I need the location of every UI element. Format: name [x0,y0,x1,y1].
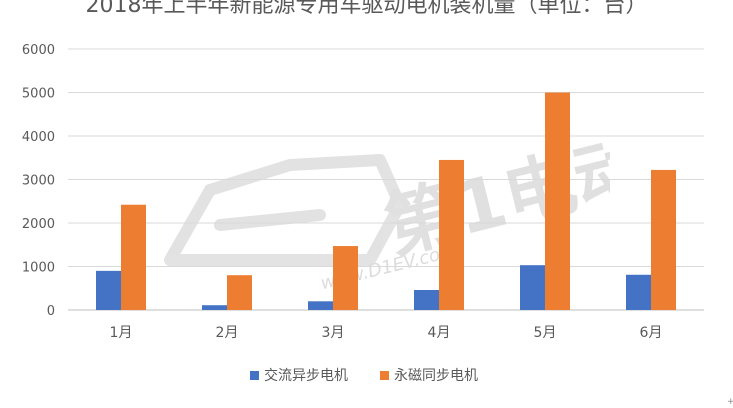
bar [651,169,676,310]
bar [545,92,570,310]
y-tick-label: 1000 [22,261,55,276]
bar [202,305,227,310]
y-tick-label: 4000 [22,130,55,145]
x-tick-label: 5月 [534,325,557,341]
bar [333,246,358,310]
watermark-logo: 第1电动 www.D1EV.com [164,123,610,294]
x-tick-label: 4月 [428,325,451,341]
x-tick-label: 1月 [110,325,133,341]
y-tick-label: 2000 [22,217,55,232]
y-tick-label: 3000 [22,174,55,189]
y-tick-label: 5000 [22,87,55,102]
bar [96,270,121,310]
bar [121,204,146,310]
bar [308,301,333,310]
legend-label: 交流异步电机 [264,367,348,384]
bar [414,289,439,310]
bar [439,159,464,310]
chart-title: 2018年上半年新能源专用车驱动电机装机量（单位：台） [85,0,648,18]
legend-swatch [250,371,259,380]
y-tick-label: 6000 [22,43,55,58]
bar [520,265,545,310]
bar [626,274,651,310]
resize-handle-icon: + [727,397,733,407]
x-tick-label: 3月 [322,325,345,341]
y-tick-label: 0 [47,304,55,319]
bar [227,275,252,310]
legend-swatch [380,371,389,380]
legend-label: 永磁同步电机 [394,368,478,384]
x-tick-label: 2月 [216,325,239,341]
x-tick-label: 6月 [640,325,663,341]
